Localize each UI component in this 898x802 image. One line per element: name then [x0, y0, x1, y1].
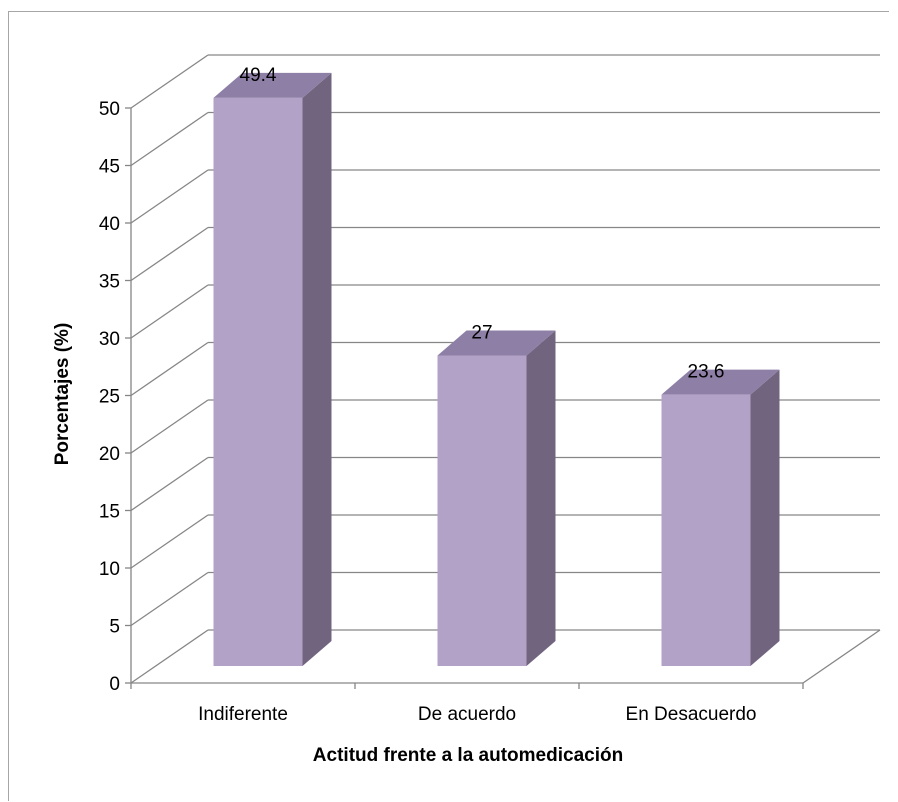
- y-tick-label: 30: [99, 329, 120, 350]
- bar-front: [661, 394, 751, 666]
- y-tick-label: 50: [99, 99, 120, 120]
- bar-top: [437, 330, 556, 356]
- gridline-side: [130, 629, 209, 684]
- y-tick-label: 0: [109, 674, 120, 695]
- y-tick-label: 5: [109, 617, 120, 638]
- gridline-side: [130, 399, 209, 454]
- floor-edge: [802, 629, 881, 684]
- gridline-side: [130, 226, 209, 282]
- gridline-side: [130, 571, 209, 627]
- x-tick-label: Indiferente: [198, 704, 288, 725]
- y-tick-label: 45: [99, 157, 120, 178]
- y-tick-label: 35: [99, 272, 120, 293]
- gridline-side: [130, 341, 209, 397]
- labels: 0 5 10 15 20 25 30 35 40 45 50 49.4 Indiferente 27 De …: [99, 65, 757, 725]
- x-axis-title: Actitud frente a la automedicación: [313, 745, 623, 766]
- y-tick-label: 10: [99, 559, 120, 580]
- chart-frame: [8, 11, 889, 801]
- bar-top: [213, 72, 332, 98]
- y-tick-label: 40: [99, 214, 120, 235]
- axes: [125, 107, 804, 689]
- bar-1: [213, 72, 332, 666]
- data-label: 23.6: [688, 362, 725, 383]
- y-tick-label: 25: [99, 387, 120, 408]
- bars: [213, 72, 780, 666]
- data-label: 49.4: [240, 65, 277, 86]
- bar-2: [437, 330, 556, 666]
- x-tick-label: En Desacuerdo: [626, 704, 757, 725]
- bar-side: [302, 72, 332, 666]
- data-label: 27: [471, 323, 492, 344]
- bar-side: [526, 330, 556, 666]
- gridline-side: [130, 456, 209, 512]
- x-tick-label: De acuerdo: [418, 704, 516, 725]
- gridline-side: [130, 111, 209, 167]
- gridline-side: [130, 54, 209, 109]
- bar-top: [661, 369, 780, 395]
- gridline-side: [130, 284, 209, 339]
- gridline-side: [130, 169, 209, 224]
- bar-side: [750, 369, 780, 666]
- bar-front: [437, 355, 527, 666]
- bar-3: [661, 369, 780, 666]
- gridline-side: [130, 514, 209, 569]
- y-tick-label: 20: [99, 444, 120, 465]
- y-axis-title: Porcentajes (%): [52, 323, 73, 466]
- y-tick-label: 15: [99, 502, 120, 523]
- bar-front: [213, 97, 303, 666]
